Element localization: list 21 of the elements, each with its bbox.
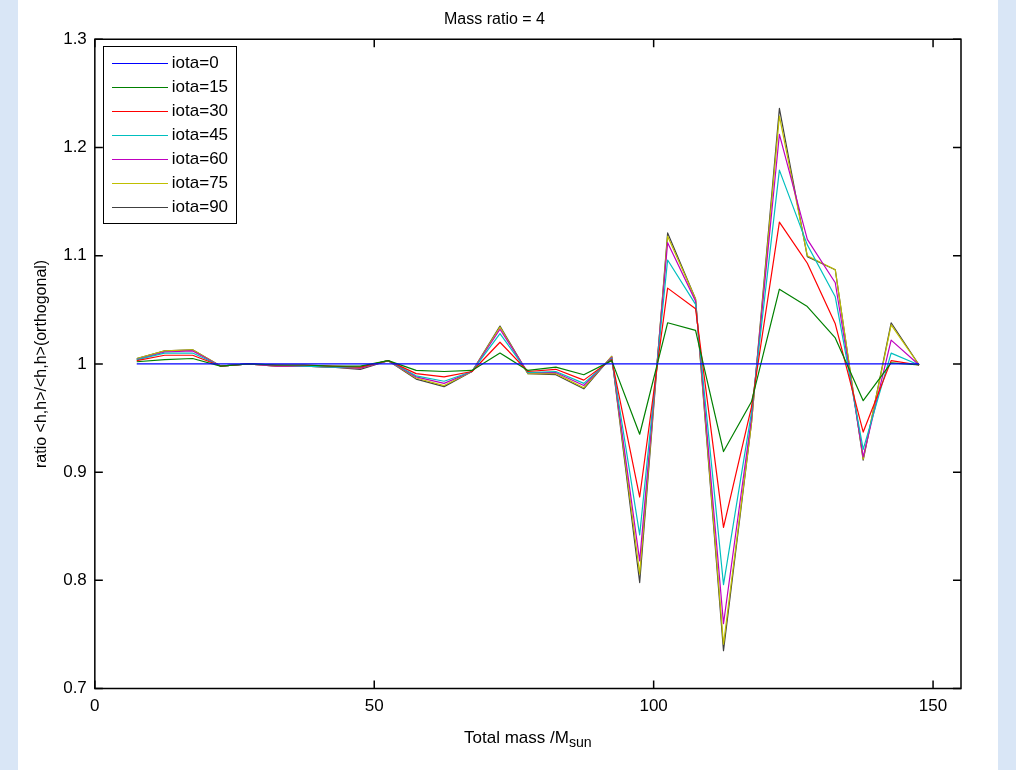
x-tick-label: 50	[364, 696, 384, 716]
y-tick-label: 1	[77, 353, 87, 373]
x-tick-label: 100	[639, 696, 668, 716]
legend-label: iota=0	[171, 53, 219, 74]
legend-label: iota=45	[171, 125, 229, 146]
y-tick-label: 0.8	[63, 570, 87, 590]
y-tick-label: 1.3	[63, 28, 87, 48]
chart-title: Mass ratio = 4	[444, 10, 546, 28]
y-tick-label: 0.7	[63, 678, 87, 698]
legend-label: iota=60	[171, 149, 229, 170]
x-tick-label: 0	[90, 696, 100, 716]
y-axis-title: ratio <h,h>/<h,h>(orthogonal)	[32, 259, 50, 468]
x-axis-title: Total mass /M$_{sun}$	[463, 728, 593, 751]
y-tick-label: 0.9	[63, 461, 87, 481]
x-tick-label: 150	[918, 696, 948, 716]
y-tick-label: 1.2	[63, 137, 87, 157]
legend-label: iota=15	[171, 77, 229, 98]
y-tick-label: 1.1	[63, 245, 87, 265]
legend-label: iota=75	[171, 173, 229, 194]
legend-label: iota=90	[171, 197, 229, 218]
legend-label: iota=30	[171, 101, 229, 122]
